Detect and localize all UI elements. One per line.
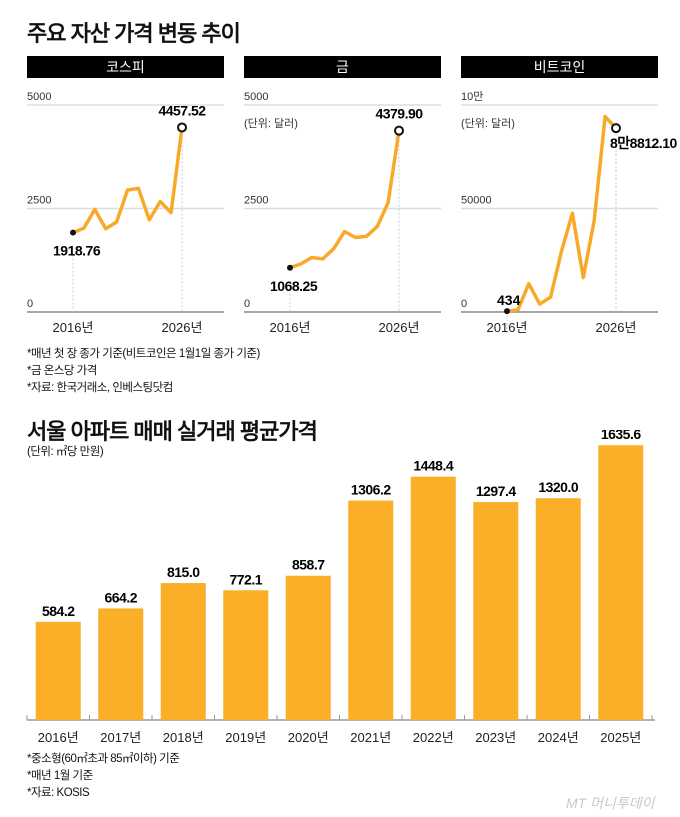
- x-tick-label: 2020년: [288, 730, 329, 745]
- line-charts: 0 2500 5000 2016년 2026년 1918.76 4457.52 0 2500 50…: [27, 90, 678, 335]
- note: *매년 1월 기준: [27, 770, 93, 782]
- bar-value-label: 858.7: [292, 557, 325, 573]
- end-point: [611, 123, 621, 134]
- end-label: 4457.52: [158, 102, 206, 118]
- x-tick-label: 2025년: [600, 730, 641, 745]
- bar-value-label: 772.1: [229, 571, 262, 587]
- x-tick-label: 2016년: [53, 320, 94, 335]
- panel-header-kospi: 코스피: [27, 56, 224, 78]
- note: *자료: 한국거래소, 인베스팅닷컴: [27, 382, 173, 394]
- series-line: [72, 127, 184, 235]
- bar-value-label: 1635.6: [601, 430, 642, 442]
- y-tick-label: 0: [27, 298, 33, 310]
- x-tick-label: 2022년: [413, 730, 454, 745]
- bar-value-label: 815.0: [167, 564, 200, 580]
- unit-label: (단위: 달러): [461, 117, 515, 130]
- x-tick-label: 2016년: [270, 320, 311, 335]
- bar: [410, 476, 456, 720]
- unit-label: (단위: 달러): [244, 117, 298, 130]
- y-tick-label: 2500: [244, 195, 268, 207]
- bar-value-label: 1306.2: [351, 482, 392, 498]
- bar: [535, 498, 581, 720]
- page-title: 주요 자산 가격 변동 추이: [27, 21, 241, 46]
- bar-chart-unit: (단위: ㎡당 만원): [27, 446, 104, 458]
- bar: [285, 575, 331, 720]
- bar: [348, 500, 394, 720]
- notes-top: *매년 첫 장 종가 기준(비트코인은 1월1일 종가 기준) *금 온스당 가…: [27, 346, 260, 397]
- series-line: [289, 130, 401, 270]
- bar: [160, 583, 206, 720]
- start-point: [504, 308, 510, 315]
- end-point: [177, 122, 187, 133]
- x-tick-label: 2026년: [379, 320, 420, 335]
- panel-header-bitcoin: 비트코인: [461, 56, 658, 78]
- x-tick-label: 2026년: [596, 320, 637, 335]
- note: *자료: KOSIS: [27, 787, 90, 799]
- x-tick-label: 2019년: [225, 730, 266, 745]
- x-tick-label: 2017년: [100, 730, 141, 745]
- bar: [473, 502, 519, 720]
- bar-value-label: 1320.0: [538, 479, 579, 495]
- panel-header-gold: 금: [244, 56, 441, 78]
- y-tick-label: 0: [244, 298, 250, 310]
- bar: [598, 445, 644, 720]
- note: *금 온스당 가격: [27, 365, 97, 377]
- bar-value-label: 584.2: [42, 603, 75, 619]
- x-tick-label: 2016년: [487, 320, 528, 335]
- bar-value-label: 1297.4: [476, 483, 517, 499]
- start-label: 434: [497, 292, 521, 308]
- note: *중소형(60㎡초과 85㎡이하) 기준: [27, 753, 180, 765]
- end-point: [394, 125, 404, 136]
- end-label: 4379.90: [375, 106, 423, 122]
- y-tick-label: 5000: [244, 91, 268, 103]
- bar: [98, 608, 144, 720]
- y-tick-label: 5000: [27, 91, 51, 103]
- end-label: 8만8812.10: [610, 135, 677, 151]
- start-point: [287, 264, 293, 271]
- start-label: 1918.76: [53, 243, 101, 259]
- y-tick-label: 0: [461, 298, 467, 310]
- x-tick-label: 2021년: [350, 730, 391, 745]
- x-tick-label: 2023년: [475, 730, 516, 745]
- y-tick-label: 2500: [27, 195, 51, 207]
- bar-value-label: 664.2: [104, 589, 137, 605]
- x-tick-label: 2016년: [38, 730, 79, 745]
- bar-chart-title: 서울 아파트 매매 실거래 평균가격: [27, 419, 318, 444]
- x-tick-label: 2024년: [538, 730, 579, 745]
- x-tick-label: 2026년: [162, 320, 203, 335]
- y-tick-label: 10만: [461, 90, 483, 103]
- note: *매년 첫 장 종가 기준(비트코인은 1월1일 종가 기준): [27, 348, 260, 360]
- start-label: 1068.25: [270, 278, 318, 294]
- watermark-logo: MT 머니투데이: [566, 795, 655, 811]
- bar: [223, 590, 269, 720]
- bar-value-label: 1448.4: [413, 458, 454, 474]
- x-tick-label: 2018년: [163, 730, 204, 745]
- series-line: [506, 114, 618, 313]
- bar: [35, 621, 81, 720]
- bar-chart: 584.2 2016년 664.2 2017년 815.0 2018년 772.1 2019년…: [26, 430, 655, 745]
- notes-bottom: *중소형(60㎡초과 85㎡이하) 기준 *매년 1월 기준 *자료: KOSI…: [27, 751, 180, 802]
- start-point: [70, 229, 76, 236]
- y-tick-label: 50000: [461, 195, 492, 207]
